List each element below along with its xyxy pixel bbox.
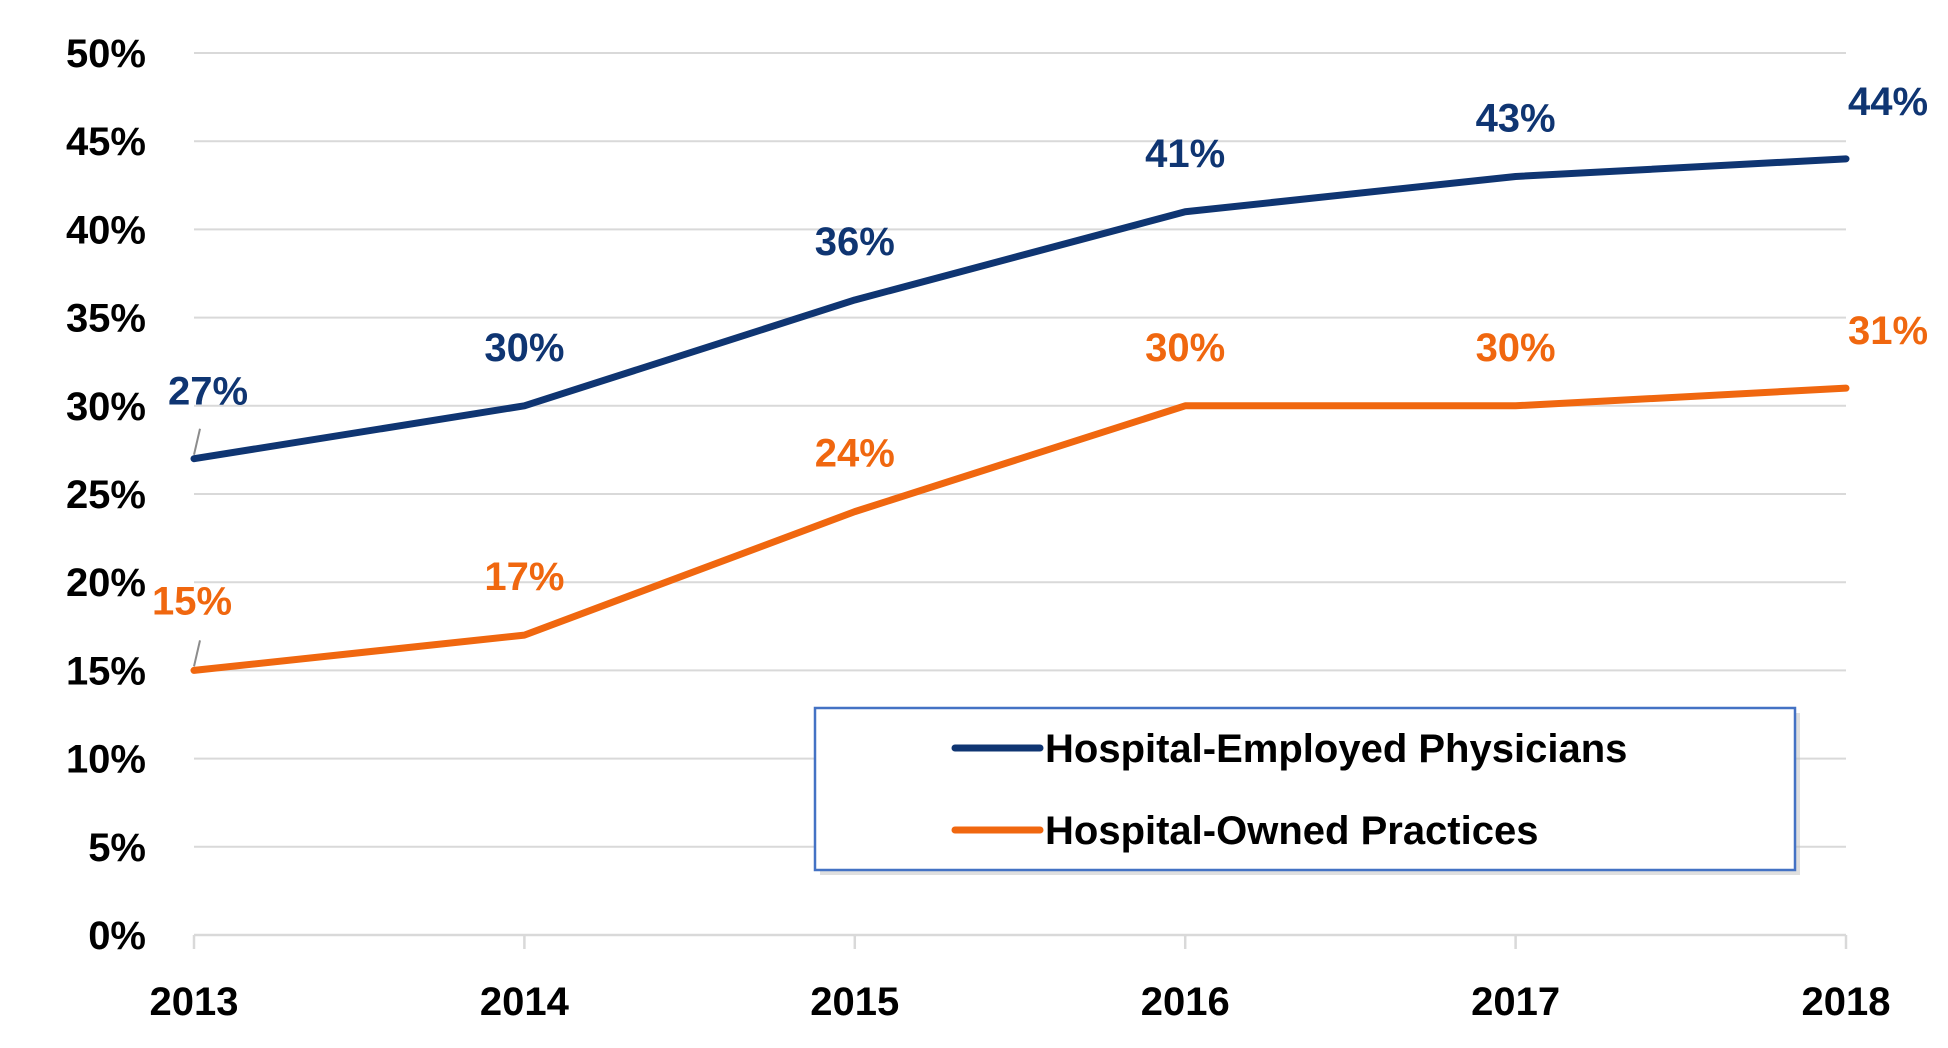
data-label: 43%: [1476, 96, 1556, 140]
data-label: 24%: [815, 432, 895, 476]
series-line-hospital-employed-physicians: [190, 155, 1850, 463]
y-tick-label: 10%: [66, 738, 146, 782]
y-tick-label: 35%: [66, 297, 146, 341]
legend-label: Hospital-Owned Practices: [1045, 809, 1538, 853]
label-leader-line: [193, 428, 201, 455]
legend-label: Hospital-Employed Physicians: [1045, 727, 1627, 771]
data-label: 41%: [1145, 132, 1225, 176]
gridlines: [194, 52, 1846, 848]
data-label: 30%: [484, 326, 564, 370]
y-tick-label: 45%: [66, 120, 146, 164]
data-label: 30%: [1145, 326, 1225, 370]
y-tick-label: 50%: [66, 32, 146, 76]
label-leader-line: [193, 640, 201, 667]
data-label: 31%: [1848, 309, 1928, 353]
data-label: 15%: [152, 579, 232, 623]
axes: 0%5%10%15%20%25%30%35%40%45%50%2013 2014 2…: [66, 32, 1891, 1024]
y-tick-label: 0%: [88, 914, 146, 958]
x-tick-label: 2016: [1141, 980, 1230, 1024]
x-tick-label: 2018: [1802, 980, 1891, 1024]
data-label: 36%: [815, 220, 895, 264]
data-label: 44%: [1848, 80, 1928, 124]
y-tick-label: 40%: [66, 208, 146, 252]
y-tick-label: 5%: [88, 826, 146, 870]
y-tick-label: 30%: [66, 385, 146, 429]
y-tick-label: 15%: [66, 649, 146, 693]
data-label: 27%: [168, 370, 248, 414]
x-tick-label: 2014: [480, 980, 570, 1024]
y-tick-label: 25%: [66, 473, 146, 517]
legend: Hospital-Employed Physicians Hospital-Own…: [813, 706, 1800, 875]
x-tick-label: 2017: [1471, 980, 1560, 1024]
x-tick-label: 2015: [810, 980, 899, 1024]
data-label: 17%: [484, 555, 564, 599]
series-line-hospital-owned-practices: [190, 384, 1850, 674]
y-tick-label: 20%: [66, 561, 146, 605]
data-label: 30%: [1476, 326, 1556, 370]
legend-box: [813, 706, 1797, 872]
data-labels: 27% 30% 36% 41% 43% 44% 15% 17% 24% 30% 30% 31%: [152, 80, 1928, 667]
x-tick-label: 2013: [150, 980, 239, 1024]
series-lines: [190, 155, 1850, 674]
